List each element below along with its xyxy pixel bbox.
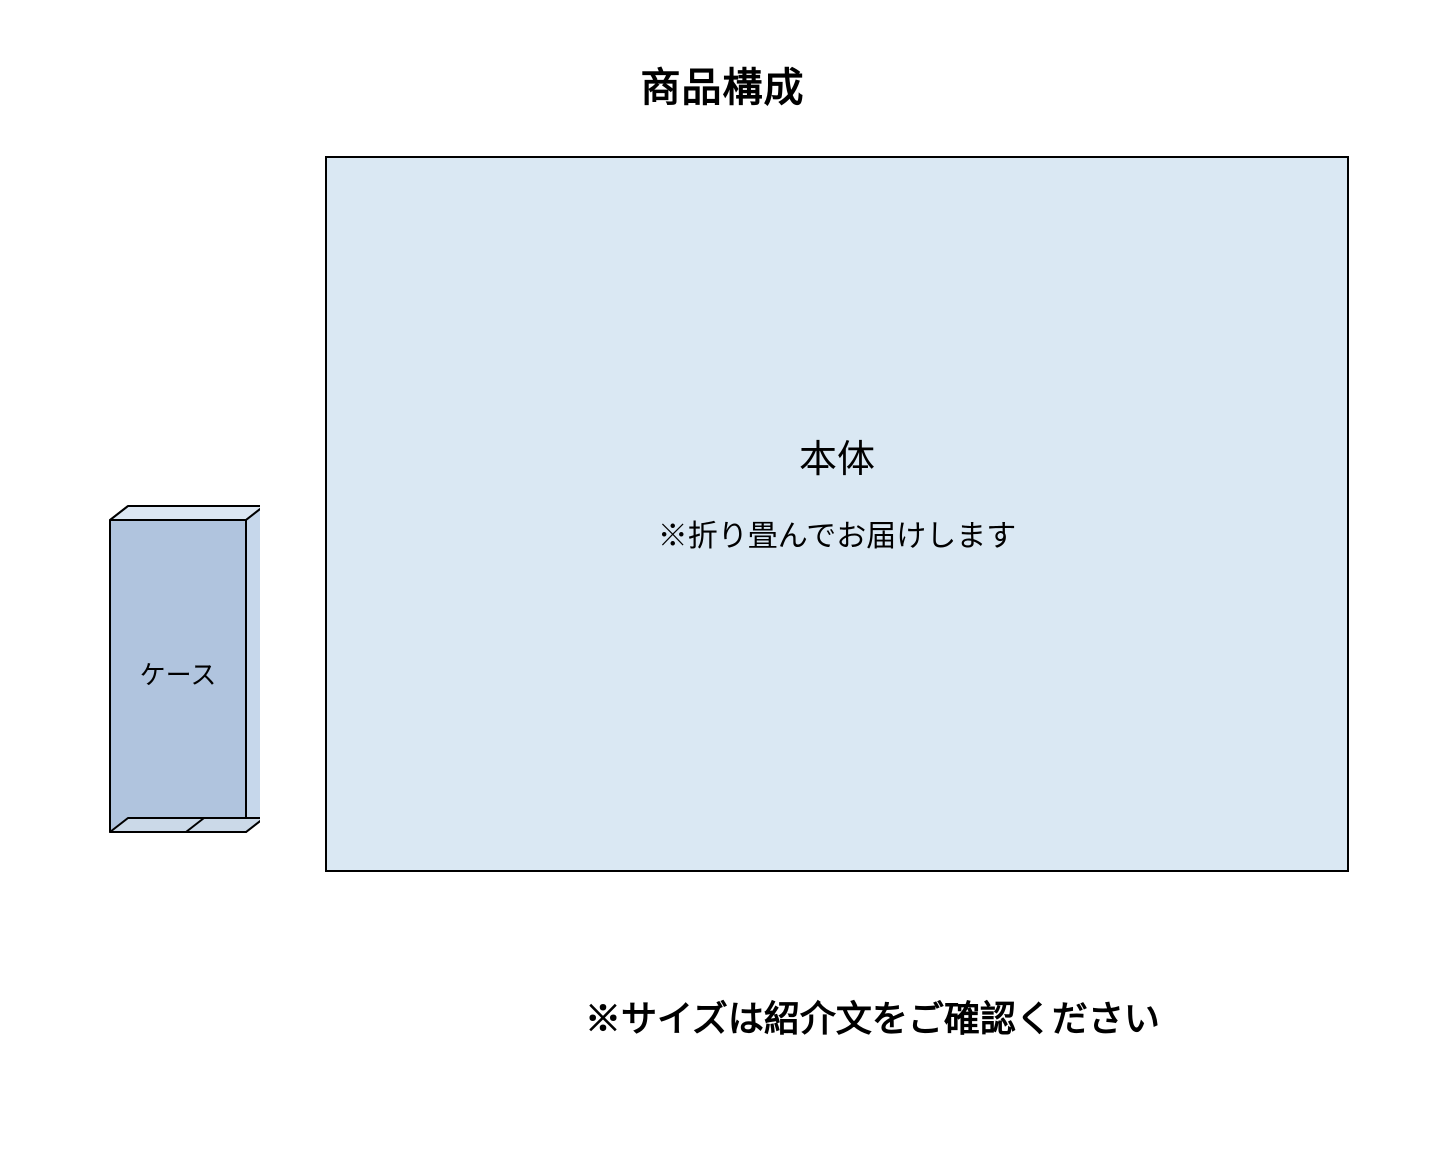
main-body-label: 本体 [327,428,1347,483]
diagram-canvas: 商品構成 ケース 本体 ※折り畳んでお届けします ※サイズは紹介文をご確認くださ… [0,0,1445,1156]
main-body-rect: 本体 ※折り畳んでお届けします [325,156,1349,872]
diagram-title: 商品構成 [0,55,1445,113]
case-label: ケース [140,660,217,690]
case-box-icon: ケース [90,500,260,880]
main-body-sublabel: ※折り畳んでお届けします [327,511,1347,555]
footer-note: ※サイズは紹介文をご確認ください [585,990,1160,1042]
main-body-text-group: 本体 ※折り畳んでお届けします [327,428,1347,555]
